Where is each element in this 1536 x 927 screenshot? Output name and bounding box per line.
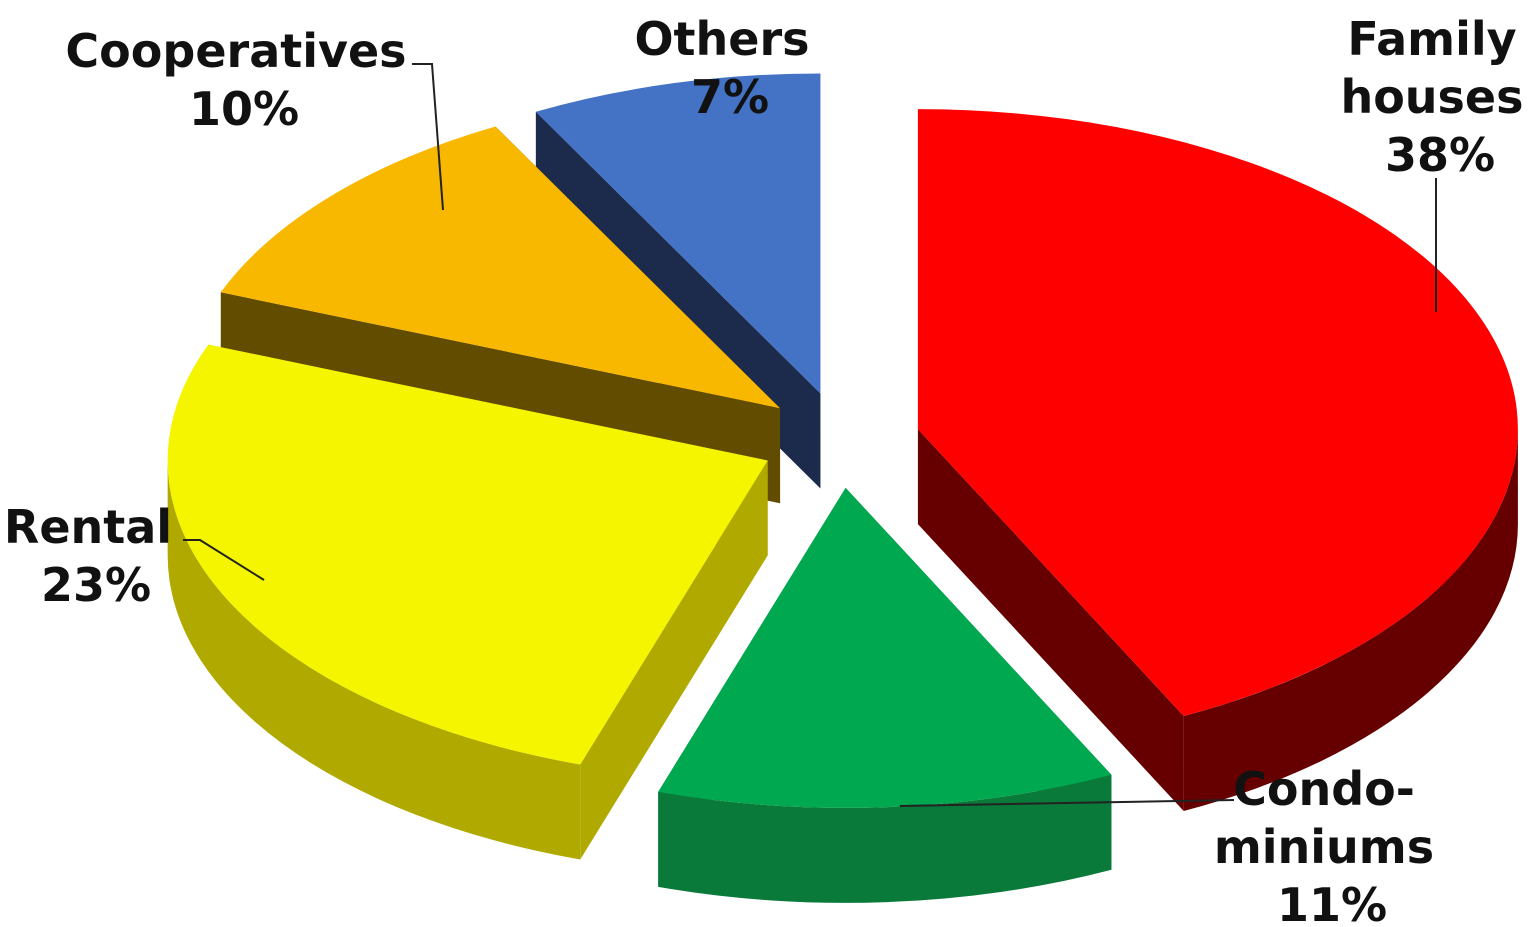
pie-slice-side-condo-miniums [658,774,1112,903]
label-condominiums: Condo- miniums 11% [1214,762,1450,927]
label-cooperatives: Cooperatives 10% [65,24,422,136]
label-family-houses-value: 38% [1385,128,1495,182]
label-condominiums-line2: miniums [1214,820,1434,874]
pie-slice-top-others [535,73,821,394]
label-condominiums-line1: Condo- [1233,762,1415,816]
label-rental-line1: Rental [4,500,172,554]
label-family-houses-line2: houses [1340,70,1523,124]
pie-slice-side-family-houses [1183,429,1518,811]
label-cooperatives-value: 10% [189,82,299,136]
pie-slice-family-houses [917,109,1518,811]
label-cooperatives-line1: Cooperatives [65,24,406,78]
leader-line-condominiums [899,799,1235,807]
pie-slice-condo-miniums [658,487,1112,903]
pie-slice-top-rental [167,344,768,765]
label-family-houses: Family houses 38% [1340,12,1536,182]
label-rental-value: 23% [41,558,151,612]
label-others: Others 7% [634,12,825,124]
pie-slice-wall-family-houses-1 [917,429,1184,811]
pie-slice-top-cooperatives [220,126,781,409]
label-rental: Rental 23% [4,500,188,612]
leader-line-cooperatives [412,63,444,211]
leader-line-rental [183,539,265,581]
label-condominiums-value: 11% [1277,878,1387,927]
pie-slice-rental [167,344,768,860]
pie-slice-wall-rental-0 [580,460,768,860]
pie-slice-side-rental [167,460,581,860]
pie-slice-top-condo-miniums [658,487,1112,808]
pie-slices [167,73,1518,903]
label-family-houses-line1: Family [1347,12,1516,66]
label-others-value: 7% [691,70,769,124]
pie-slice-top-family-houses [917,109,1518,716]
label-others-line1: Others [634,12,809,66]
